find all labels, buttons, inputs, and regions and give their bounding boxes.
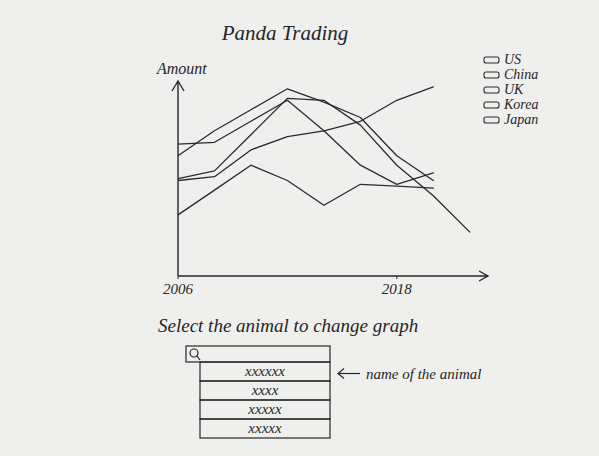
page: Panda Trading Amount 2006 2018 USChinaUKKore… [0, 0, 599, 456]
x-tick [396, 276, 397, 279]
legend-swatch [484, 87, 499, 93]
dropdown-option[interactable] [200, 419, 330, 438]
x-tick-label: 2006 [163, 281, 194, 297]
series-line [178, 100, 433, 184]
legend-swatch [484, 72, 499, 78]
callout-arrow [338, 373, 360, 374]
option-label: xxxxxx [244, 363, 285, 379]
y-axis-arrow [172, 81, 184, 91]
legend-label: US [504, 52, 521, 67]
search-box[interactable] [186, 346, 330, 362]
series-line [178, 87, 433, 181]
search-icon-handle [197, 356, 200, 360]
y-axis-label: Amount [156, 60, 207, 77]
instruction: Select the animal to change graph [158, 315, 418, 336]
search-icon [190, 349, 198, 357]
plot-area [178, 87, 470, 232]
legend-label: Korea [503, 97, 538, 112]
legend-swatch [484, 102, 499, 108]
legend-label: China [504, 67, 538, 82]
legend-swatch [484, 117, 499, 123]
x-tick-label: 2018 [382, 281, 413, 297]
callout-arrowhead [338, 369, 344, 379]
legend-swatch [484, 57, 499, 63]
dropdown-option[interactable] [200, 362, 330, 381]
x-axis-arrow [479, 271, 488, 281]
legend-label: Japan [504, 112, 538, 127]
option-label: xxxxx [247, 420, 282, 436]
chart-title: Panda Trading [221, 21, 349, 45]
series-line [178, 89, 433, 181]
dropdown-option[interactable] [200, 400, 330, 419]
series-line [178, 165, 433, 215]
series-line [178, 98, 470, 232]
x-tick [178, 276, 179, 279]
x-axis [178, 275, 488, 276]
option-label: xxxx [251, 382, 279, 398]
callout-text: name of the animal [366, 366, 481, 382]
option-label: xxxxx [247, 401, 282, 417]
legend-label: UK [504, 82, 524, 97]
dropdown-option[interactable] [200, 381, 330, 400]
